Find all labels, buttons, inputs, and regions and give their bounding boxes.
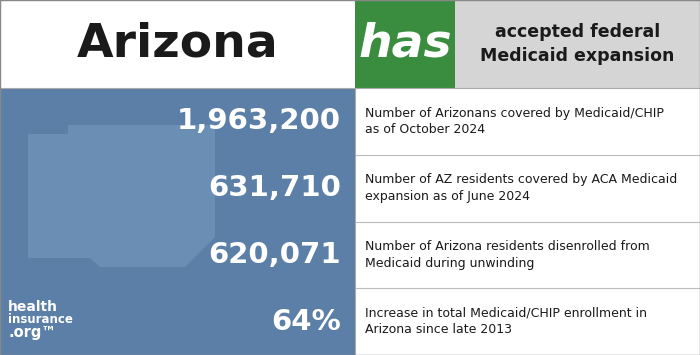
Text: Number of AZ residents covered by ACA Medicaid
expansion as of June 2024: Number of AZ residents covered by ACA Me… (365, 173, 678, 203)
Text: health: health (8, 300, 58, 314)
Text: insurance: insurance (8, 313, 73, 327)
Text: .org™: .org™ (8, 326, 56, 340)
Text: accepted federal
Medicaid expansion: accepted federal Medicaid expansion (480, 23, 675, 65)
Text: has: has (358, 22, 452, 66)
Bar (0, 0, 355, 88)
Bar (355, 88, 700, 155)
Text: 1,963,200: 1,963,200 (177, 107, 341, 135)
Text: Number of Arizona residents disenrolled from
Medicaid during unwinding: Number of Arizona residents disenrolled … (365, 240, 650, 270)
Bar (355, 288, 700, 355)
Polygon shape (28, 125, 215, 267)
Bar (455, 0, 700, 88)
Bar (355, 222, 700, 288)
Text: Arizona: Arizona (76, 22, 279, 66)
Text: 64%: 64% (272, 308, 341, 335)
Bar (355, 0, 455, 88)
Text: 631,710: 631,710 (208, 174, 341, 202)
Bar (355, 155, 700, 222)
Bar (0, 88, 355, 355)
Text: Increase in total Medicaid/CHIP enrollment in
Arizona since late 2013: Increase in total Medicaid/CHIP enrollme… (365, 307, 647, 337)
Text: 620,071: 620,071 (209, 241, 341, 269)
Text: Number of Arizonans covered by Medicaid/CHIP
as of October 2024: Number of Arizonans covered by Medicaid/… (365, 106, 664, 136)
